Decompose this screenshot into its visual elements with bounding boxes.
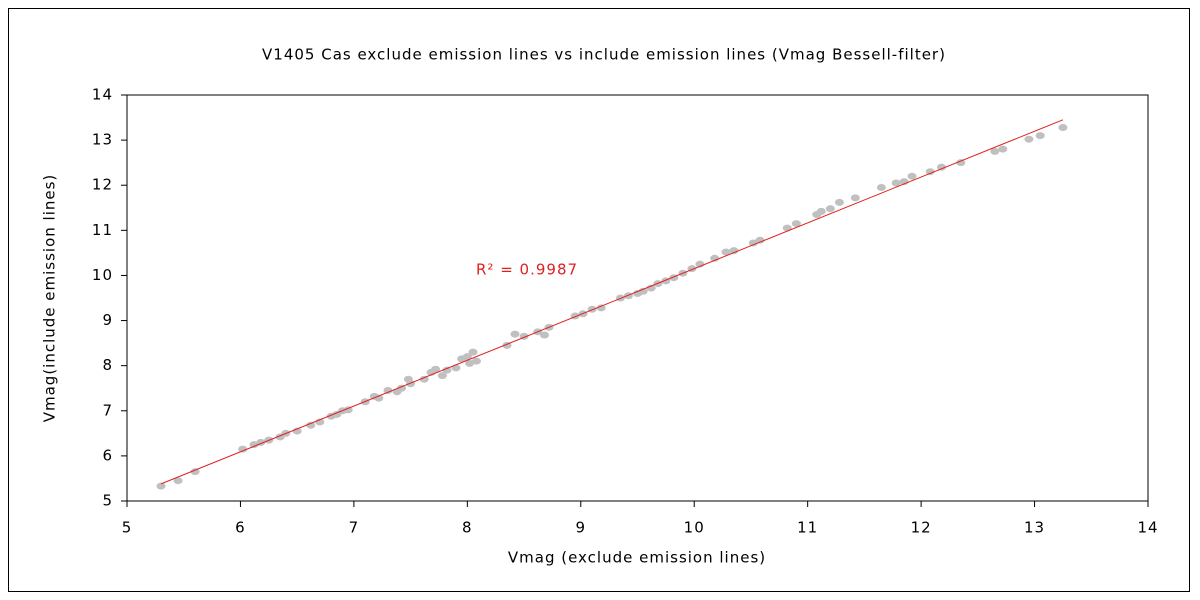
- point: [539, 331, 549, 339]
- point: [587, 305, 597, 313]
- point: [907, 172, 917, 180]
- point: [998, 145, 1008, 153]
- point: [465, 359, 475, 367]
- point: [471, 357, 481, 365]
- point: [956, 159, 966, 167]
- x-tick-label: 9: [576, 519, 587, 537]
- point: [1058, 123, 1068, 131]
- y-tick-label: 11: [92, 221, 113, 239]
- point: [343, 406, 353, 414]
- y-tick-label: 10: [92, 266, 113, 284]
- point: [468, 348, 478, 356]
- y-tick-label: 9: [102, 311, 113, 329]
- x-tick-label: 7: [349, 519, 360, 537]
- y-tick-label: 5: [102, 492, 113, 510]
- point: [596, 304, 606, 312]
- y-tick-label: 8: [102, 356, 113, 374]
- x-tick-label: 14: [1137, 519, 1158, 537]
- annotation: R² = 0.9987: [476, 261, 578, 279]
- point: [397, 384, 407, 392]
- point: [876, 183, 886, 191]
- point: [937, 163, 947, 171]
- point: [306, 421, 316, 429]
- point: [383, 386, 393, 394]
- point: [437, 372, 447, 380]
- point: [721, 248, 731, 256]
- point: [990, 147, 1000, 155]
- point: [748, 239, 758, 247]
- plot-area: [126, 94, 1149, 502]
- point: [638, 287, 648, 295]
- x-tick-label: 12: [911, 519, 932, 537]
- x-tick-label: 8: [462, 519, 473, 537]
- x-tick-label: 5: [122, 519, 133, 537]
- point: [510, 330, 520, 338]
- point: [850, 194, 860, 202]
- point: [755, 236, 765, 244]
- point: [729, 247, 739, 255]
- x-tick-label: 10: [684, 519, 705, 537]
- point: [1035, 132, 1045, 140]
- x-tick-label: 11: [797, 519, 818, 537]
- point: [451, 364, 461, 372]
- point: [1024, 135, 1034, 143]
- x-axis-label: Vmag (exclude emission lines): [508, 549, 766, 567]
- point: [710, 254, 720, 262]
- y-tick-label: 13: [92, 131, 113, 149]
- y-tick-label: 7: [102, 401, 113, 419]
- y-tick-label: 14: [92, 86, 113, 104]
- chart-frame: [8, 8, 1190, 592]
- chart-title: V1405 Cas exclude emission lines vs incl…: [262, 46, 946, 64]
- point: [825, 205, 835, 213]
- point: [834, 198, 844, 206]
- point: [431, 365, 441, 373]
- trendline: [160, 119, 1064, 485]
- point: [782, 224, 792, 232]
- point: [925, 168, 935, 176]
- point: [238, 445, 248, 453]
- point: [646, 284, 656, 292]
- y-tick-label: 12: [92, 176, 113, 194]
- point: [419, 375, 429, 383]
- point: [791, 220, 801, 228]
- point: [156, 482, 166, 490]
- point: [406, 380, 416, 388]
- point: [816, 207, 826, 215]
- point: [623, 292, 633, 300]
- point: [442, 366, 452, 374]
- y-tick-label: 6: [102, 446, 113, 464]
- point: [891, 179, 901, 187]
- point: [173, 477, 183, 485]
- x-tick-label: 13: [1024, 519, 1045, 537]
- y-axis-label: Vmag(include emission lines): [41, 174, 59, 423]
- point: [249, 441, 259, 449]
- x-tick-label: 6: [235, 519, 246, 537]
- point: [462, 353, 472, 361]
- point: [190, 468, 200, 476]
